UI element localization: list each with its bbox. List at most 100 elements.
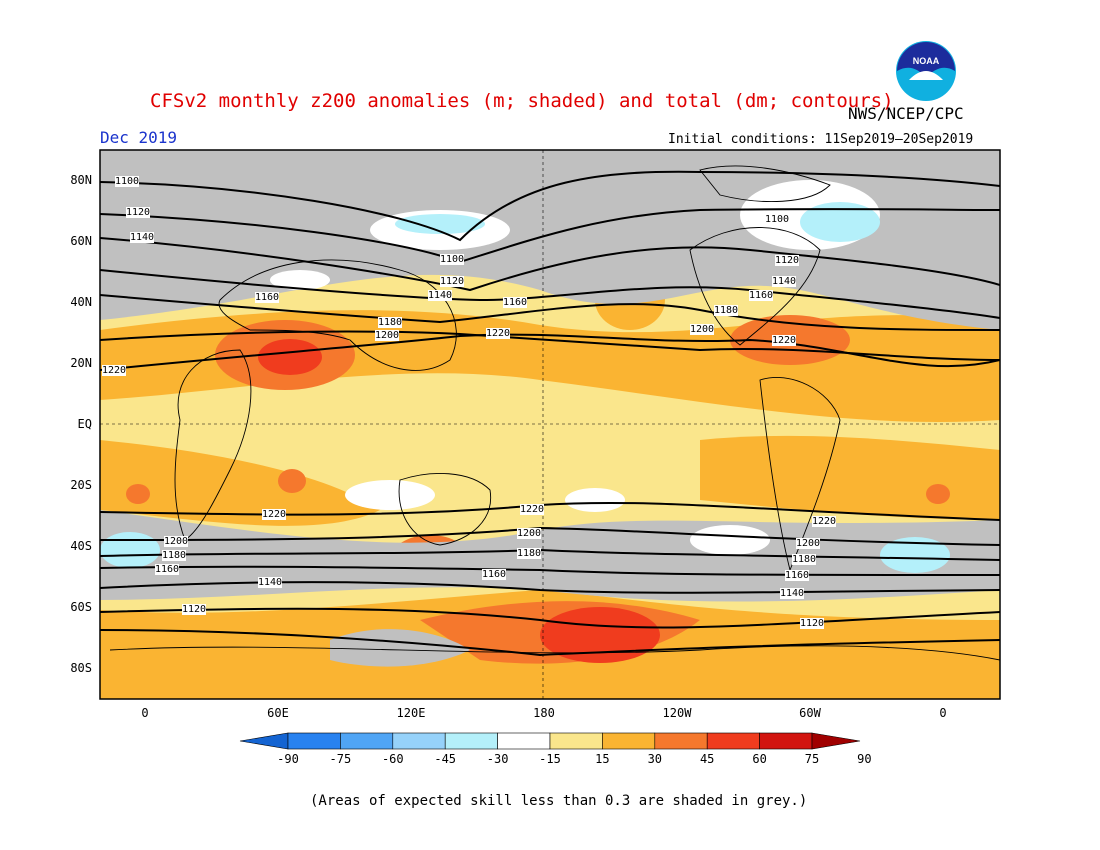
low-skill-region [330, 629, 470, 667]
noaa-logo: NOAA [896, 41, 956, 101]
anomaly-negative-region [395, 214, 485, 234]
agency-label: NWS/NCEP/CPC [848, 104, 964, 123]
colorbar-tick-label: -45 [434, 752, 457, 766]
colorbar-tick-label: -15 [539, 752, 561, 766]
contour-label: 1200 [375, 330, 400, 341]
colorbar-segment [444, 732, 498, 750]
contour-label: 1220 [520, 504, 545, 515]
contour-label: 1120 [182, 604, 207, 615]
contour-label: 1160 [749, 290, 774, 301]
contour-label: 1220 [772, 335, 797, 346]
contour-label: 1180 [378, 317, 403, 328]
contour-label: 1160 [785, 570, 810, 581]
contour-label: 1160 [255, 292, 280, 303]
contour-label: 1140 [258, 577, 283, 588]
forecast-month: Dec 2019 [100, 128, 178, 147]
lat-label: 20S [70, 478, 92, 492]
lat-label: EQ [77, 417, 92, 431]
height-contours [100, 170, 1000, 657]
initial-conditions: Initial conditions: 11Sep2019—20Sep2019 [668, 132, 974, 147]
anomaly-negative-region [800, 202, 880, 242]
skill-note: (Areas of expected skill less than 0.3 a… [310, 793, 808, 809]
colorbar-tick-label: 15 [595, 752, 610, 766]
contour-label: 1220 [262, 509, 287, 520]
lon-label: 60W [799, 706, 821, 720]
contour-label: 1160 [503, 297, 528, 308]
lat-label: 80N [70, 173, 92, 187]
colorbar-tick-label: -90 [277, 752, 299, 766]
contour-label: 1140 [780, 588, 805, 599]
colorbar-segment [340, 732, 394, 750]
colorbar-tick-label: -30 [486, 752, 509, 766]
map-frame [99, 149, 1001, 700]
low-skill-region [100, 510, 1000, 602]
contour-label: 1140 [130, 232, 155, 243]
chart-title: CFSv2 monthly z200 anomalies (m; shaded)… [150, 90, 894, 112]
contour-label: 1120 [440, 276, 465, 287]
lon-label: 60E [267, 706, 289, 720]
colorbar-segment [706, 732, 760, 750]
contour-label: 1180 [714, 305, 739, 316]
anomaly-45-60-region [126, 484, 150, 504]
contour-label: 1140 [428, 290, 453, 301]
lat-label: 60S [70, 600, 92, 614]
contour-label: 1180 [162, 550, 187, 561]
anomaly-near-zero-region [345, 480, 435, 510]
lon-label: 0 [141, 706, 149, 720]
contour-label: 1120 [775, 255, 800, 266]
contour-label: 1120 [126, 207, 151, 218]
lat-label: 40N [70, 295, 92, 309]
contour-label: 1100 [115, 176, 140, 187]
contour-label: 1220 [102, 365, 127, 376]
coastlines [109, 165, 1000, 661]
anomaly-near-zero-region [270, 270, 330, 290]
colorbar-tick-label: 75 [804, 752, 820, 766]
anomaly-45-60-region [278, 469, 306, 493]
contour-label: 1200 [164, 536, 189, 547]
colorbar-segment [287, 732, 341, 750]
contour-label: 1220 [486, 328, 511, 339]
anomaly-near-zero-region [690, 525, 770, 555]
contour-label: 1100 [765, 214, 790, 225]
colorbar-tick-label: 90 [857, 752, 872, 766]
contour-label: 1140 [772, 276, 797, 287]
anomaly-45-60-region [926, 484, 950, 504]
contour-label: 1200 [517, 528, 542, 539]
colorbar-segment [392, 732, 446, 750]
lon-label: 120E [396, 706, 426, 720]
anomaly-30-45-region [100, 440, 380, 526]
contour-label: 1220 [812, 516, 837, 527]
colorbar-segment [497, 732, 551, 750]
colorbar-tick-label: 60 [752, 752, 767, 766]
contour-label: 1160 [482, 569, 507, 580]
anomaly-60-75-region [258, 339, 322, 375]
colorbar-segment [759, 732, 813, 750]
lat-label: 40S [70, 539, 92, 553]
lon-label: 0 [939, 706, 947, 720]
lat-label: 80S [70, 661, 92, 675]
contour-label: 1160 [155, 564, 180, 575]
contour-label: 1180 [517, 548, 542, 559]
anomaly-30-45-region [700, 435, 1000, 520]
graticule [100, 150, 1000, 699]
lat-label: 60N [70, 234, 92, 248]
lat-label: 20N [70, 356, 92, 370]
colorbar-segment [811, 732, 861, 750]
colorbar-tick-label: -60 [381, 752, 404, 766]
colorbar-tick-label: 30 [647, 752, 663, 766]
anomaly-negative-region [880, 537, 950, 573]
colorbar-segment [602, 732, 656, 750]
colorbar-segment [549, 732, 603, 750]
colorbar-segment [239, 732, 289, 750]
anomaly-near-zero-region [565, 488, 625, 512]
contour-label: 1120 [800, 618, 825, 629]
colorbar-tick-label: -75 [329, 752, 352, 766]
contour-label: 1200 [690, 324, 715, 335]
lon-label: 120W [662, 706, 692, 720]
colorbar-tick-label: 45 [699, 752, 715, 766]
contour-label: 1180 [792, 554, 817, 565]
contour-label: 1200 [796, 538, 821, 549]
